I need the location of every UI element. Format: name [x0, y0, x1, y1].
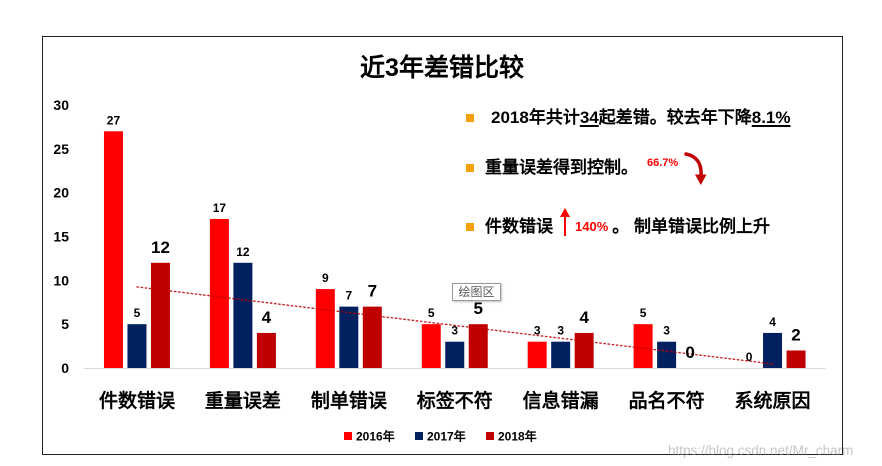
data-label-2017-cat-4: 3 — [451, 324, 458, 338]
bar-2018-cat-2[interactable] — [256, 332, 276, 368]
data-label-2017-cat-5: 3 — [557, 324, 564, 338]
category-label: 品名不符 — [629, 389, 705, 412]
bar-2016-cat-4[interactable] — [421, 324, 441, 368]
bar-2017-cat-7[interactable] — [763, 332, 783, 368]
data-label-2017-cat-1: 5 — [134, 306, 141, 320]
y-tick-label: 15 — [53, 229, 69, 245]
y-tick-label: 25 — [53, 141, 69, 157]
data-label-2018-cat-1: 12 — [151, 238, 170, 257]
data-label-2017-cat-7: 4 — [769, 315, 776, 329]
data-label-2018-cat-7: 2 — [791, 325, 800, 344]
annotation-weight[interactable]: 重量误差得到控制。 66.7% — [485, 152, 708, 185]
data-label-2016-cat-6: 5 — [640, 306, 647, 320]
chart-title[interactable]: 近3年差错比较 — [360, 54, 524, 82]
category-label: 制单错误 — [311, 389, 388, 412]
data-label-2016-cat-1: 27 — [107, 113, 121, 127]
weight-decline-percent: 66.7% — [647, 157, 679, 169]
bar-2016-cat-2[interactable] — [209, 218, 229, 368]
data-label-2017-cat-3: 7 — [345, 289, 352, 303]
data-label-2016-cat-4: 5 — [428, 306, 435, 320]
data-label-2018-cat-3: 7 — [368, 282, 377, 301]
bar-2017-cat-5[interactable] — [551, 341, 571, 368]
trendline[interactable] — [136, 286, 774, 365]
bullet-square-icon — [466, 114, 474, 122]
legend-item-2017[interactable]: 2017年 — [415, 429, 466, 444]
y-tick-label: 0 — [61, 360, 69, 376]
series-bars — [103, 131, 806, 368]
category-label: 重量误差 — [205, 389, 281, 412]
data-label-2017-cat-2: 12 — [236, 245, 250, 259]
y-tick-label: 5 — [61, 316, 69, 332]
y-tick-label: 10 — [53, 272, 69, 288]
up-arrow-icon — [559, 207, 571, 237]
data-label-2016-cat-5: 3 — [534, 324, 541, 338]
error-count: 34 — [579, 108, 599, 127]
summary-text-b: 起差错。较去年下降 — [598, 108, 752, 127]
bar-2017-cat-4[interactable] — [445, 341, 465, 368]
bar-2017-cat-2[interactable] — [233, 262, 253, 368]
data-label-2016-cat-2: 17 — [213, 201, 227, 215]
category-label: 件数错误 — [99, 389, 176, 412]
count-error-text: 件数错误 — [485, 217, 553, 236]
decline-percent: 8.1% — [751, 108, 791, 127]
summary-text-a: 2018年共计 — [491, 108, 580, 127]
category-label: 标签不符 — [417, 389, 493, 412]
data-label-2017-cat-6: 3 — [663, 324, 670, 338]
bar-2017-cat-3[interactable] — [339, 306, 359, 368]
bar-2018-cat-1[interactable] — [150, 262, 170, 368]
annotation-summary[interactable]: 2018年共计 34 起差错。较去年下降 8.1% — [491, 106, 791, 130]
bullet-square-icon — [466, 223, 474, 231]
plot-area-tooltip: 绘图区 — [452, 283, 501, 301]
bullet-square-icon — [466, 164, 474, 172]
bar-2018-cat-3[interactable] — [362, 306, 382, 368]
bar-2016-cat-1[interactable] — [103, 131, 123, 368]
data-label-2018-cat-6: 0 — [685, 343, 694, 362]
count-tail-text: 。 制单错误比例上升 — [612, 217, 770, 236]
category-label: 系统原因 — [735, 389, 811, 412]
data-label-2018-cat-4: 5 — [474, 299, 483, 318]
data-label-2018-cat-5: 4 — [579, 308, 589, 327]
data-label-2018-cat-2: 4 — [262, 308, 272, 327]
data-label-2016-cat-7: 0 — [746, 350, 753, 364]
y-tick-label: 30 — [53, 97, 69, 113]
count-increase-percent: 140% — [575, 219, 609, 234]
legend-label: 2017年 — [427, 429, 466, 444]
legend-swatch — [344, 432, 352, 440]
bar-2018-cat-4[interactable] — [468, 324, 488, 368]
weight-text: 重量误差得到控制。 — [485, 158, 638, 177]
bar-2018-cat-7[interactable] — [786, 350, 806, 368]
category-label: 信息错漏 — [523, 389, 599, 412]
bar-2017-cat-1[interactable] — [127, 324, 147, 368]
data-labels: 27 17 9 5 3 5 0 5 12 7 3 3 3 4 12 4 7 5 4 0 2 — [107, 113, 801, 364]
trendline-layer — [136, 286, 774, 365]
category-axis-labels: 件数错误 重量误差 制单错误 标签不符 信息错漏 品名不符 系统原因 — [99, 389, 811, 412]
legend[interactable]: 2016年 2017年 2018年 — [344, 429, 537, 444]
bar-2016-cat-5[interactable] — [527, 341, 547, 368]
legend-swatch — [415, 432, 423, 440]
bar-2017-cat-6[interactable] — [657, 341, 677, 368]
legend-item-2016[interactable]: 2016年 — [344, 429, 395, 444]
legend-label: 2018年 — [498, 429, 537, 444]
bar-2016-cat-6[interactable] — [633, 324, 653, 368]
curved-down-arrow-icon — [684, 151, 708, 187]
watermark: https://blog.csdn.net/Mr_charm — [668, 443, 854, 458]
data-label-2016-cat-3: 9 — [322, 271, 329, 285]
chart-area[interactable] — [42, 36, 843, 455]
legend-swatch — [486, 432, 494, 440]
bar-2018-cat-5[interactable] — [574, 332, 594, 368]
bar-2016-cat-3[interactable] — [315, 289, 335, 368]
legend-item-2018[interactable]: 2018年 — [486, 429, 537, 444]
legend-label: 2016年 — [356, 429, 395, 444]
y-tick-label: 20 — [53, 185, 69, 201]
annotation-count[interactable]: 件数错误 140% 。 制单错误比例上升 — [485, 208, 770, 239]
